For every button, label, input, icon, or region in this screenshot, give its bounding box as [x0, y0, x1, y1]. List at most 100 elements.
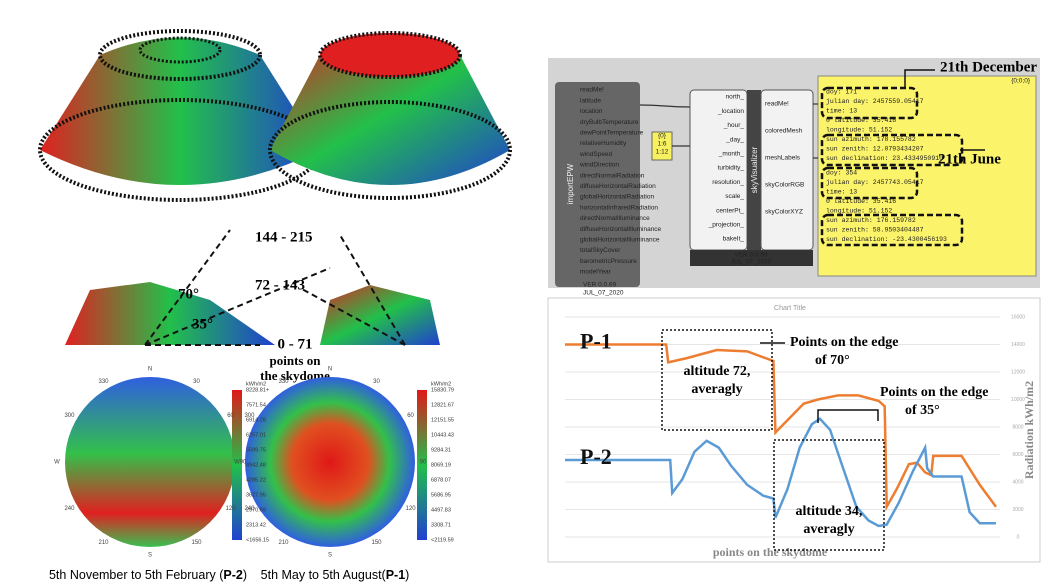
legend-label: 8228.81+ — [246, 387, 269, 393]
ring-label: 30 — [193, 379, 200, 385]
y-tick-label: 6000 — [1012, 452, 1023, 458]
legend-label: 5599.75 — [246, 447, 266, 453]
panel-line: 0 latitude: 35.416 — [826, 117, 896, 124]
y-tick-label: 16000 — [1011, 314, 1025, 320]
annotation: altitude 34, — [796, 504, 863, 519]
footer: VER 0.0.69 — [734, 252, 768, 259]
output-label: coloredMesh — [765, 128, 803, 135]
ring-label: 30 — [373, 379, 380, 385]
label: 21th December — [940, 59, 1037, 75]
panel-line: julian day: 2457743.05417 — [826, 179, 924, 186]
ring-label: 210 — [98, 540, 109, 546]
annotation: of 70° — [815, 353, 850, 368]
ring-label: S — [328, 553, 332, 559]
label: 35° — [192, 316, 213, 332]
ring-label: 330 — [278, 379, 289, 385]
number: {0} — [658, 133, 667, 140]
input-label: _location — [717, 108, 744, 115]
panel-line: sun declination: -23.4300456193 — [826, 236, 947, 243]
component-bar — [747, 90, 761, 250]
input-label: _projection_ — [708, 222, 745, 229]
legend-label: 4285.22 — [246, 477, 266, 483]
annotation: averagly — [803, 522, 854, 537]
legend-label: 5686.95 — [431, 492, 451, 498]
input-label: centerPt_ — [716, 207, 744, 214]
caption: 5th May to 5th August(P-1) — [261, 568, 410, 582]
caption-end: ) — [405, 568, 409, 582]
panel-line: sun zenith: 12.0793434207 — [826, 146, 924, 153]
input-label: modelYear — [580, 269, 612, 276]
input-label: diffuseHorizontalRadiation — [580, 183, 656, 190]
annotation-boxes — [661, 329, 885, 551]
ring-label: S — [148, 553, 152, 559]
legend-label: 12151.55 — [431, 417, 454, 423]
input-label: latitude — [580, 97, 601, 104]
label: 70° — [178, 286, 199, 302]
panel-line: sun zenith: 58.9503404487 — [826, 227, 924, 234]
label: 21th June — [938, 151, 1001, 167]
legend-label: 6257.01 — [246, 432, 266, 438]
legend-label: 12821.67 — [431, 402, 454, 408]
annotation: Points on the edge — [790, 335, 899, 350]
caption-bold: P-2 — [223, 568, 243, 582]
legend-label: 3627.95 — [246, 492, 266, 498]
legend-label: <1656.15 — [246, 537, 269, 543]
component-footer — [690, 250, 813, 266]
legend-label: 2313.42 — [246, 522, 266, 528]
footer: JUL_07_2020 — [731, 259, 772, 266]
legend-label: P-1 — [580, 329, 612, 354]
number: 1:6 — [657, 141, 666, 148]
input-label: totalSkyCover — [580, 247, 621, 254]
ring-label: 240 — [64, 506, 75, 512]
component-name: importEPW — [566, 163, 575, 204]
ring-label: W — [234, 460, 240, 466]
ring-label: 210 — [278, 540, 289, 546]
ring-label: 330 — [98, 379, 109, 385]
section-rays — [144, 229, 406, 346]
dome-left — [38, 29, 322, 202]
dome-right — [268, 31, 512, 200]
footer: VER 0.0.69 — [583, 282, 617, 289]
ring-label: 90 — [420, 460, 427, 466]
input-label: relativeHumidity — [580, 140, 627, 147]
ring-label: 120 — [226, 506, 237, 512]
annotations: Points on the edge of 70° Points on the … — [684, 335, 989, 537]
panel-line: 0 latitude: 35.416 — [826, 198, 896, 205]
caption-text: 5th May to 5th August( — [261, 568, 387, 582]
annotation: of 35° — [905, 403, 940, 418]
component-importEPW — [555, 82, 640, 287]
y-tick-label: 2000 — [1012, 507, 1023, 513]
output-label: meshLabels — [765, 155, 801, 162]
input-label: directNormalRadiation — [580, 172, 645, 179]
input-label: _hour_ — [723, 122, 745, 129]
colorbar — [417, 390, 427, 540]
component-outputs — [760, 89, 814, 251]
legend-label: 15830.79 — [431, 387, 454, 393]
number: 1:12 — [656, 149, 669, 156]
output-label: skyColorXYZ — [765, 209, 803, 216]
line — [565, 417, 996, 528]
input-label: globalHorizontalRadiation — [580, 194, 654, 201]
arrow — [904, 69, 935, 88]
section-right — [320, 285, 440, 345]
input-label: location — [580, 108, 603, 115]
panel-line: longitude: 51.152 — [826, 127, 892, 134]
ring-label: 90 — [240, 460, 247, 466]
ring-label: 60 — [407, 413, 414, 419]
ring-label: 120 — [406, 506, 417, 512]
input-label: barometricPressure — [580, 258, 637, 265]
panel-line: sun azimuth: 178.155782 — [826, 136, 916, 143]
y-tick-label: 8000 — [1012, 424, 1023, 430]
input-label: dewPointTemperature — [580, 130, 644, 137]
y-tick-label: 4000 — [1012, 479, 1023, 485]
ring-label: 150 — [371, 540, 382, 546]
disk-left — [65, 377, 235, 547]
legend-label: 2970.69 — [246, 507, 266, 513]
y-tick-label: 10000 — [1011, 397, 1025, 403]
caption-bold: P-1 — [386, 568, 406, 582]
input-label: turbidity_ — [718, 165, 745, 172]
caption-text: 5th November to 5th February ( — [49, 568, 224, 582]
output-label: skyColorRGB — [765, 182, 804, 189]
legend-label: P-2 — [580, 444, 612, 469]
input-label: globalHorizontalIlluminance — [580, 237, 660, 244]
